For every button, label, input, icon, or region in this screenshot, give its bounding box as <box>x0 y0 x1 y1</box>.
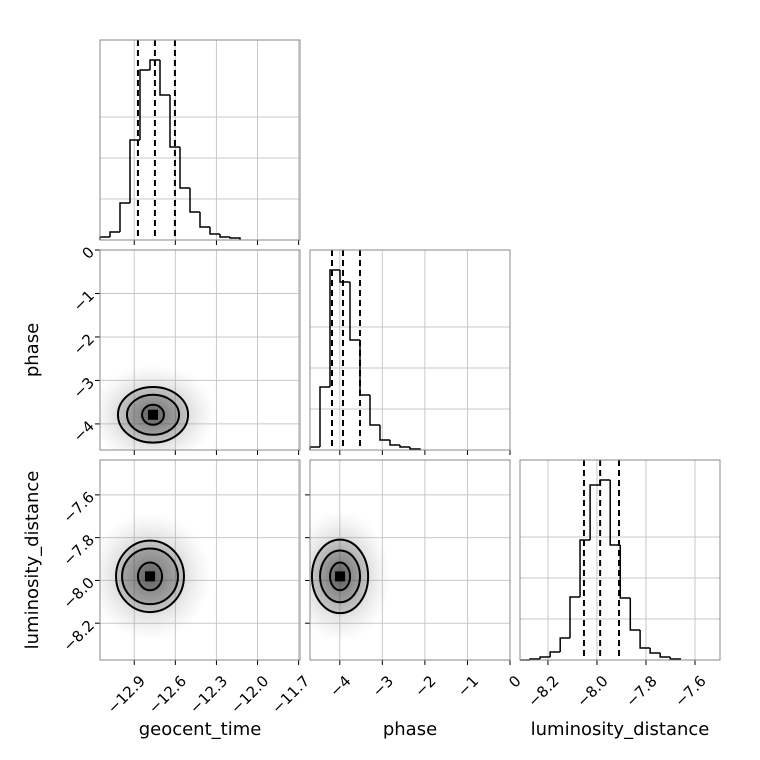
x-tick-label: −8.0 <box>573 672 611 710</box>
y-tick-label: −3 <box>70 374 98 402</box>
y-tick-label: −8.0 <box>60 574 98 612</box>
hist-step <box>589 484 601 540</box>
y-tick-label: −2 <box>70 330 98 358</box>
hist-step <box>119 202 130 232</box>
hist-step <box>109 231 120 237</box>
panel-frame <box>519 459 721 661</box>
panel <box>309 249 511 455</box>
peak <box>335 571 346 582</box>
x-tick-label: −1 <box>454 672 482 700</box>
x-axis-label: luminosity_distance <box>531 719 710 740</box>
x-tick-label: −11.7 <box>268 672 313 717</box>
x-tick-label: −8.2 <box>524 672 562 710</box>
density-cloud <box>100 364 217 450</box>
y-tick-label: 0 <box>79 243 98 262</box>
hist-step <box>319 386 330 447</box>
panel-frame <box>99 39 301 241</box>
x-axis-label: phase <box>383 719 437 740</box>
density <box>100 512 212 641</box>
density-cloud <box>100 512 212 641</box>
hist-step <box>549 651 561 657</box>
hist-step <box>219 234 230 238</box>
x-tick-label: −2 <box>411 672 439 700</box>
hist-step <box>139 69 150 140</box>
hist-step <box>229 237 241 240</box>
panel <box>99 39 301 245</box>
panel-frame <box>309 459 511 661</box>
density <box>310 510 391 643</box>
x-tick-label: −7.6 <box>671 672 709 710</box>
hist-step <box>349 282 360 341</box>
panel: −8.2 −8.0 −7.8 −7.6 −12.9−12.6−12.3−12.0−11.… <box>22 459 313 740</box>
panel-frame <box>99 249 301 451</box>
hist-step <box>169 95 180 148</box>
y-axis-label: luminosity_distance <box>22 471 43 650</box>
x-tick-label: −4 <box>326 672 354 700</box>
hist-step <box>539 656 551 659</box>
x-tick-label: −7.8 <box>622 672 660 710</box>
hist-step <box>609 480 621 546</box>
hist-step <box>189 188 200 213</box>
y-tick-label: −7.6 <box>60 488 98 526</box>
y-tick-label: −4 <box>70 417 98 445</box>
x-tick-label: −3 <box>369 672 397 700</box>
hist-step <box>619 545 631 599</box>
hist-step <box>569 596 581 638</box>
x-tick-label: 0 <box>505 672 524 691</box>
hist-step <box>399 445 410 448</box>
hist-step <box>199 212 210 228</box>
panel-frame <box>309 249 511 451</box>
y-tick-label: −7.8 <box>60 531 98 569</box>
hist-step <box>629 598 641 631</box>
hist-step <box>339 270 350 283</box>
hist-step <box>129 139 140 203</box>
panel-frame <box>99 459 301 661</box>
panel: −4 −3 −2 −1 0 phase <box>305 459 525 740</box>
x-tick-label: −12.9 <box>104 672 149 717</box>
x-tick-label: −12.3 <box>186 672 231 717</box>
panel: −8.2 −8.0 −7.8 −7.6 luminosity_distance <box>519 459 721 740</box>
hist-step <box>159 60 170 96</box>
hist-step <box>599 479 611 485</box>
x-tick-label: −12.0 <box>227 672 272 717</box>
y-axis-label: phase <box>22 323 43 377</box>
hist-step <box>149 59 160 70</box>
hist-step <box>369 395 380 426</box>
hist-step <box>579 539 591 597</box>
density <box>100 364 217 450</box>
x-tick-label: −12.6 <box>145 672 190 717</box>
hist-step <box>209 227 220 235</box>
hist-step <box>659 653 671 658</box>
hist-step <box>329 269 340 387</box>
hist-step <box>559 637 570 652</box>
hist-step <box>389 440 400 446</box>
y-tick-label: −1 <box>70 287 98 315</box>
y-tick-label: −8.2 <box>60 616 98 654</box>
x-axis-label: geocent_time <box>139 719 262 740</box>
peak <box>145 571 155 582</box>
panel: −4 −3 −2 −1 0 phase <box>22 243 301 455</box>
hist-step <box>639 630 651 649</box>
hist-step <box>179 147 190 189</box>
hist-step <box>379 425 390 441</box>
hist-step <box>649 648 661 654</box>
peak <box>148 409 159 420</box>
